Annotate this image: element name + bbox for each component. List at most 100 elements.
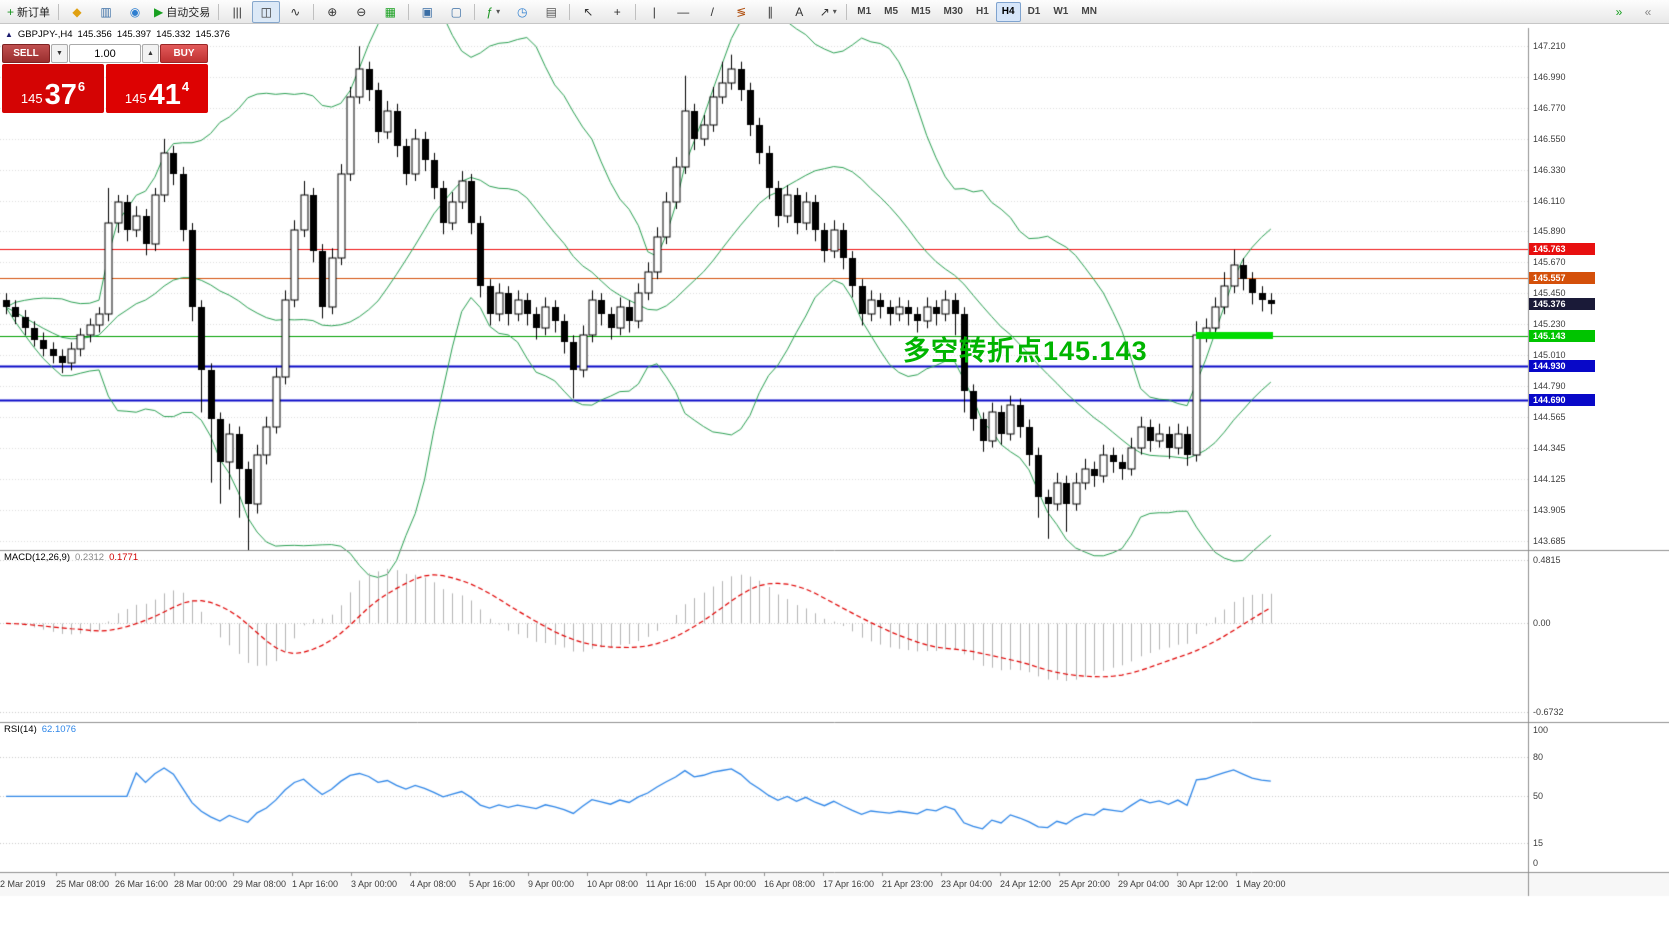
timeframe-m5-button[interactable]: M5 bbox=[884, 6, 899, 17]
price-axis-tick: 145.230 bbox=[1533, 319, 1566, 330]
timeframe-mn-button[interactable]: MN bbox=[1081, 6, 1097, 17]
symbol-name: GBPJPY-,H4 bbox=[17, 29, 73, 40]
price-tag: 145.557 bbox=[1529, 272, 1595, 285]
macd-value-main: 0.2312 bbox=[75, 552, 105, 563]
one-click-trade-panel: SELL ▼ ▲ BUY 145 37 6 145 41 4 bbox=[2, 44, 208, 113]
macd-axis-tick: 0.00 bbox=[1533, 618, 1551, 629]
buy-price-sup: 4 bbox=[181, 79, 190, 94]
indicators-button[interactable]: ƒ ▾ bbox=[486, 4, 501, 19]
price-axis-tick: 145.670 bbox=[1533, 257, 1566, 268]
rsi-indicator-label: RSI(14) 62.1076 bbox=[4, 724, 76, 735]
buy-price-panel[interactable]: 145 41 4 bbox=[106, 64, 208, 113]
volume-up-button[interactable]: ▲ bbox=[142, 44, 159, 63]
trendline-button[interactable]: / bbox=[710, 4, 714, 19]
rsi-value: 62.1076 bbox=[41, 724, 77, 735]
chart-shift-button[interactable]: « bbox=[1644, 4, 1652, 19]
tile-windows-button[interactable]: ▦ bbox=[384, 4, 396, 19]
timeframe-h4-button[interactable]: H4 bbox=[995, 1, 1021, 22]
time-axis-tick: 11 Apr 16:00 bbox=[646, 879, 697, 889]
toolbar-separator bbox=[635, 3, 637, 20]
time-axis-tick: 9 Apr 00:00 bbox=[528, 879, 575, 889]
price-tag: 144.930 bbox=[1529, 360, 1595, 373]
chart-window-button[interactable]: ▤ bbox=[545, 4, 557, 19]
buy-button[interactable]: BUY bbox=[160, 44, 208, 63]
ohlc-low: 145.332 bbox=[156, 29, 191, 40]
autotrade-button-label: 自动交易 bbox=[166, 6, 211, 19]
symbol-info: ▲ GBPJPY-,H4 145.356 145.397 145.332 145… bbox=[5, 29, 230, 40]
sell-price-panel[interactable]: 145 37 6 bbox=[2, 64, 104, 113]
macd-axis-tick: 0.4815 bbox=[1533, 554, 1561, 565]
price-tag: 145.376 bbox=[1529, 297, 1595, 310]
time-axis-tick: 1 May 20:00 bbox=[1236, 879, 1286, 889]
toolbar-separator bbox=[569, 3, 571, 20]
time-axis-tick: 24 Apr 12:00 bbox=[1000, 879, 1052, 889]
rsi-axis-tick: 0 bbox=[1533, 857, 1539, 868]
new-order-button[interactable]: + 新订单 bbox=[7, 4, 51, 19]
chart-canvas[interactable] bbox=[0, 24, 1669, 951]
channel-button[interactable]: ∥ bbox=[767, 4, 774, 19]
turning-point-annotation: 多空转折点145.143 bbox=[903, 336, 1148, 366]
zoom-out-button[interactable]: ⊖ bbox=[356, 4, 367, 19]
toolbar-separator bbox=[846, 3, 848, 20]
time-axis-tick: 10 Apr 08:00 bbox=[587, 879, 639, 889]
price-axis-tick: 144.790 bbox=[1533, 380, 1566, 391]
chart-autoscroll-button[interactable]: » bbox=[1615, 4, 1623, 19]
toolbar-main: + 新订单 ◆ ▥ ◉ ▶ 自动交易 ||| ◫ ∿ ⊕ ⊖ ▦ ▣ ▢ ƒ ▾ ◷ ▤ ↖ + | — / ≶ ∥ A ↗ ▾ M1 M5… bbox=[3, 0, 1103, 23]
macd-value-signal: 0.1771 bbox=[109, 552, 139, 563]
timeframe-h1-button[interactable]: H1 bbox=[975, 6, 989, 17]
rsi-axis-tick: 15 bbox=[1533, 837, 1544, 848]
bar-chart-button[interactable]: ||| bbox=[232, 4, 242, 19]
sell-button[interactable]: SELL bbox=[2, 44, 50, 63]
line-chart-button[interactable]: ∿ bbox=[290, 4, 301, 19]
autotrade-button[interactable]: ▶ 自动交易 bbox=[154, 4, 211, 19]
indicators-button-dropdown-icon[interactable]: ▾ bbox=[496, 7, 501, 16]
crosshair-button[interactable]: + bbox=[613, 4, 621, 19]
toolbar-separator bbox=[408, 3, 410, 20]
price-axis-tick: 146.330 bbox=[1533, 164, 1566, 175]
time-axis-tick: 16 Apr 08:00 bbox=[764, 879, 816, 889]
cascade-windows-button[interactable]: ▢ bbox=[450, 4, 462, 19]
horizontal-line-button[interactable]: — bbox=[677, 4, 690, 19]
rsi-axis-tick: 100 bbox=[1533, 724, 1549, 735]
volume-input[interactable] bbox=[69, 44, 141, 63]
rsi-name: RSI(14) bbox=[4, 724, 37, 735]
sell-price-sup: 6 bbox=[77, 79, 86, 94]
objects-button[interactable]: ◷ bbox=[517, 4, 528, 19]
toolbar-separator bbox=[218, 3, 220, 20]
time-axis-tick: 29 Mar 08:00 bbox=[233, 879, 287, 889]
arrow-tools-button-dropdown-icon[interactable]: ▾ bbox=[832, 7, 837, 16]
timeframe-w1-button[interactable]: W1 bbox=[1053, 6, 1069, 17]
toolbar-separator bbox=[58, 3, 60, 20]
fibonacci-button[interactable]: ≶ bbox=[736, 4, 747, 19]
price-axis-tick: 144.565 bbox=[1533, 412, 1566, 423]
arrow-tools-button[interactable]: ↗ ▾ bbox=[819, 4, 837, 19]
arrange-windows-button[interactable]: ▣ bbox=[421, 4, 433, 19]
buy-price-prefix: 145 bbox=[124, 91, 147, 106]
expand-icon[interactable]: ▲ bbox=[5, 30, 13, 39]
time-axis-tick: 29 Apr 04:00 bbox=[1118, 879, 1170, 889]
candle-chart-button[interactable]: ◫ bbox=[252, 0, 281, 23]
profiles-button[interactable]: ◆ bbox=[72, 4, 82, 19]
volume-down-button[interactable]: ▼ bbox=[51, 44, 68, 63]
sell-price-big: 37 bbox=[44, 79, 77, 112]
new-order-button-label: 新订单 bbox=[17, 6, 51, 19]
charts-button[interactable]: ▥ bbox=[100, 4, 112, 19]
cursor-button[interactable]: ↖ bbox=[583, 4, 594, 19]
zoom-in-button[interactable]: ⊕ bbox=[327, 4, 338, 19]
market-watch-button[interactable]: ◉ bbox=[129, 4, 141, 19]
ohlc-high: 145.397 bbox=[116, 29, 152, 40]
time-axis-tick: 21 Apr 23:00 bbox=[882, 879, 934, 889]
text-button[interactable]: A bbox=[795, 4, 804, 19]
timeframe-m30-button[interactable]: M30 bbox=[943, 6, 963, 17]
price-axis-tick: 147.210 bbox=[1533, 41, 1566, 52]
toolbar-separator bbox=[313, 3, 315, 20]
rsi-axis-tick: 80 bbox=[1533, 751, 1544, 762]
time-axis-tick: 28 Mar 00:00 bbox=[174, 879, 228, 889]
vertical-line-button[interactable]: | bbox=[652, 4, 656, 19]
timeframe-m1-button[interactable]: M1 bbox=[857, 6, 872, 17]
timeframe-d1-button[interactable]: D1 bbox=[1027, 6, 1041, 17]
macd-axis-tick: -0.6732 bbox=[1533, 707, 1564, 718]
price-axis-tick: 146.550 bbox=[1533, 133, 1566, 144]
timeframe-m15-button[interactable]: M15 bbox=[911, 6, 931, 17]
rsi-axis-tick: 50 bbox=[1533, 791, 1544, 802]
